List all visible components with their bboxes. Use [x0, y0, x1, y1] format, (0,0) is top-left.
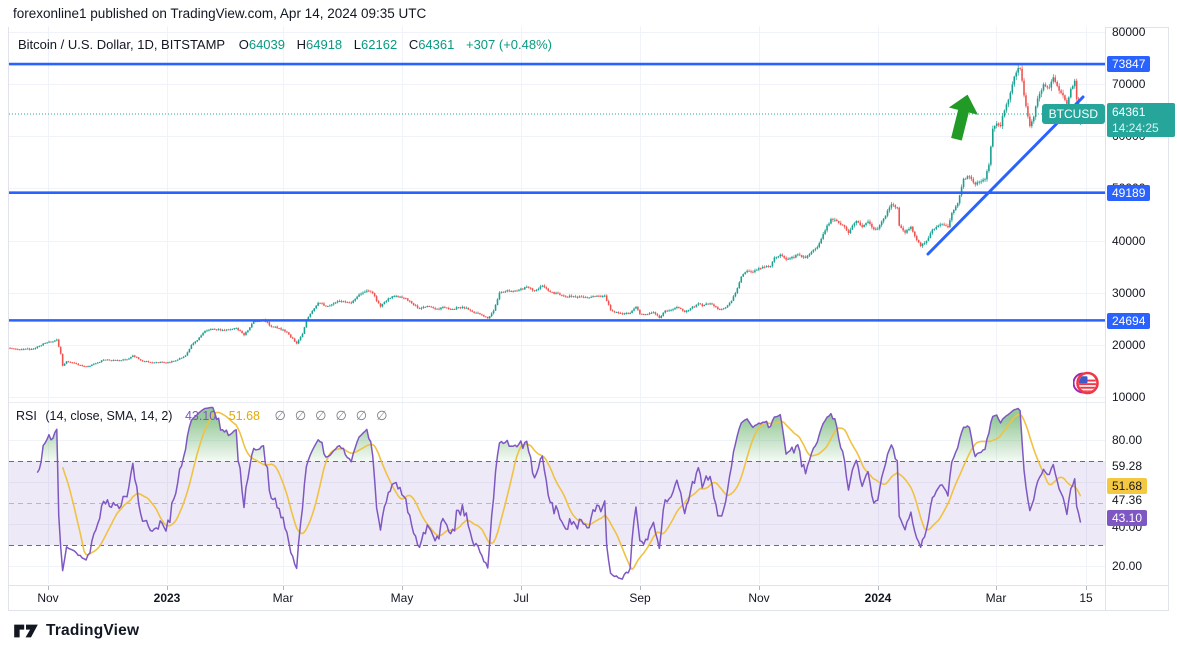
time-axis-tick: [1086, 586, 1087, 590]
price-axis-label-20000: 20000: [1112, 338, 1146, 352]
time-axis-label-2023: 2023: [153, 591, 181, 605]
time-axis-tick: [640, 586, 641, 590]
symbol-legend: Bitcoin / U.S. Dollar, 1D, BITSTAMP O640…: [18, 37, 552, 52]
hidden-value-placeholder: ∅: [315, 408, 327, 423]
hidden-value-placeholder: ∅: [274, 408, 286, 423]
price-axis-border: [1105, 27, 1106, 611]
hidden-value-placeholder: ∅: [294, 408, 307, 423]
time-axis-label-Nov: Nov: [748, 591, 770, 605]
price-line-badge-73847: 73847: [1107, 56, 1151, 72]
rsi-ma-badge: 51.68: [1107, 478, 1148, 494]
up-arrow-drawing[interactable]: [939, 90, 985, 143]
time-axis-label-Jul: Jul: [513, 591, 529, 605]
hidden-value-placeholder: ∅: [355, 408, 368, 423]
time-axis-tick: [759, 586, 760, 590]
ohlc-high: H64918: [296, 37, 343, 52]
tradingview-logo-text: TradingView: [46, 622, 140, 639]
price-axis-label-10000: 10000: [1112, 390, 1146, 404]
rsi-axis-label-47.36: 47.36: [1112, 493, 1143, 507]
price-axis-label-80000: 80000: [1112, 25, 1146, 39]
time-axis-tick: [996, 586, 997, 590]
candle-countdown: 14:24:25: [1112, 121, 1159, 135]
time-axis-label-Mar: Mar: [985, 591, 1007, 605]
price-axis-label-40000: 40000: [1112, 234, 1146, 248]
ohlc-open: O64039: [238, 37, 285, 52]
rsi-params: (14, close, SMA, 14, 2): [45, 409, 173, 423]
time-axis-label-Nov: Nov: [37, 591, 59, 605]
time-axis-tick: [402, 586, 403, 590]
rsi-axis-label-59.28: 59.28: [1112, 459, 1143, 473]
rsi-axis-label-80.00: 80.00: [1112, 433, 1143, 447]
time-axis-tick: [48, 586, 49, 590]
rsi-title: RSI: [16, 409, 37, 423]
time-axis-label-Sep: Sep: [629, 591, 651, 605]
attribution-text: forexonline1 published on TradingView.co…: [13, 6, 427, 21]
us-event-flag-icon[interactable]: [1072, 371, 1099, 395]
hidden-value-placeholder: ∅: [335, 408, 347, 423]
rsi-value: 43.10: [184, 409, 217, 423]
time-axis-tick: [521, 586, 522, 590]
price-axis-label-70000: 70000: [1112, 77, 1146, 91]
rsi-axis-label-20.00: 20.00: [1112, 559, 1143, 573]
change-value: +307 (+0.48%): [465, 37, 552, 52]
rsi-hidden-values: ∅ ∅ ∅ ∅ ∅ ∅: [274, 408, 396, 423]
pane-divider[interactable]: [9, 402, 1105, 403]
price-line-badge-49189: 49189: [1107, 185, 1151, 201]
rsi-legend: RSI (14, close, SMA, 14, 2) 43.10 51.68 …: [16, 408, 396, 424]
time-axis-label-15: 15: [1079, 591, 1093, 605]
price-line-badge-24694: 24694: [1107, 313, 1151, 329]
time-axis-tick: [283, 586, 284, 590]
time-axis-label-2024: 2024: [864, 591, 892, 605]
hidden-value-placeholder: ∅: [376, 408, 388, 423]
tradingview-glyph-icon: [14, 624, 38, 638]
up-arrow-icon: [948, 94, 979, 141]
time-axis-label-May: May: [390, 591, 414, 605]
last-price-badge: 64361 14:24:25: [1107, 103, 1175, 137]
tradingview-logo[interactable]: TradingView: [13, 621, 139, 641]
last-price-value: 64361: [1112, 105, 1146, 119]
ohlc-low: L62162: [353, 37, 398, 52]
ohlc-close: C64361: [408, 37, 455, 52]
symbol-price-tag: BTCUSD: [1041, 104, 1105, 124]
us-flag-icon: [1076, 371, 1099, 395]
time-axis-border: [9, 585, 1169, 586]
time-axis-tick: [878, 586, 879, 590]
rsi-ma-value: 51.68: [228, 409, 260, 423]
time-axis-tick: [167, 586, 168, 590]
time-axis-label-Mar: Mar: [272, 591, 294, 605]
rsi-value-badge: 43.10: [1107, 510, 1148, 526]
symbol-title: Bitcoin / U.S. Dollar, 1D, BITSTAMP: [18, 37, 226, 52]
price-axis-label-30000: 30000: [1112, 286, 1146, 300]
chart-plot-area[interactable]: [9, 26, 1105, 585]
